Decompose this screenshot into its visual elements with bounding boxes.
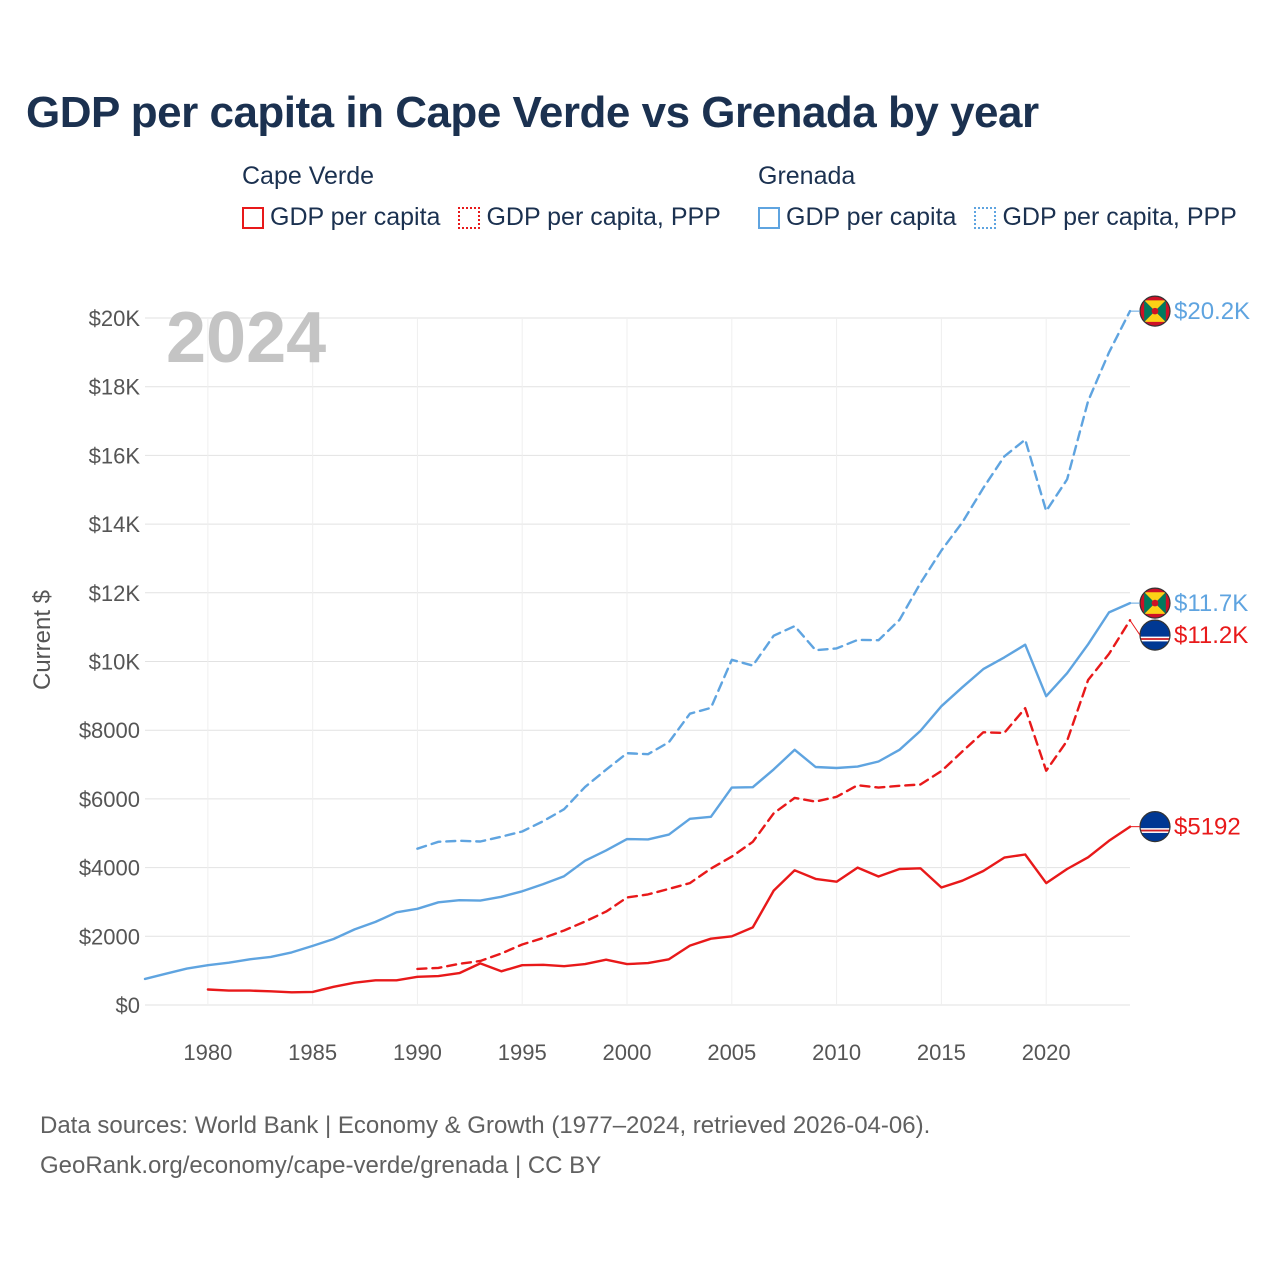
- x-tick-label: 1985: [288, 1040, 337, 1065]
- y-tick-label: $16K: [89, 443, 141, 468]
- y-tick-label: $6000: [79, 787, 140, 812]
- grid-lines: [145, 317, 1130, 1006]
- grenada-flag-icon: [1139, 295, 1171, 327]
- footer: Data sources: World Bank | Economy & Gro…: [40, 1106, 930, 1186]
- label-leader-line: [1129, 620, 1141, 636]
- end-value-label: $11.2K: [1174, 622, 1248, 649]
- legend-group-grenada: Grenada GDP per capita GDP per capita, P…: [758, 162, 1237, 232]
- end-value-label: $20.2K: [1174, 298, 1250, 325]
- y-tick-label: $2000: [79, 924, 140, 949]
- series-line-grenada-gdp-per-capita-ppp[interactable]: [416, 309, 1132, 850]
- legend-swatch-dotted: [974, 206, 997, 229]
- y-tick-label: $8000: [79, 718, 140, 743]
- x-tick-label: 1990: [393, 1040, 442, 1065]
- series-lines: [143, 309, 1132, 994]
- legend-item-grenada-gdp-ppp[interactable]: GDP per capita, PPP: [974, 203, 1237, 232]
- series-line-cape-verde-gdp-per-capita-ppp[interactable]: [416, 619, 1132, 971]
- y-tick-label: $14K: [89, 512, 141, 537]
- line-chart: 2024 $0$2000$4000$6000$8000$10K$12K$14K$…: [29, 295, 1250, 1065]
- legend-swatch-solid: [242, 206, 264, 229]
- chart-title: GDP per capita in Cape Verde vs Grenada …: [26, 88, 1039, 137]
- y-tick-label: $20K: [89, 306, 141, 331]
- legend-item-cape-verde-gdp-ppp[interactable]: GDP per capita, PPP: [458, 203, 721, 232]
- x-axis-ticks: 1980 1985 1990 1995 2000 2005 2010 2015 2020: [183, 1040, 1070, 1065]
- y-tick-label: $4000: [79, 856, 140, 881]
- legend-group-cape-verde: Cape Verde GDP per capita GDP per capita…: [242, 162, 721, 232]
- legend-label: GDP per capita: [270, 203, 441, 231]
- y-tick-label: $10K: [89, 650, 141, 675]
- y-tick-label: $12K: [89, 581, 141, 606]
- cape-verde-flag-icon: [1139, 619, 1171, 651]
- y-tick-label: $0: [116, 993, 140, 1018]
- x-tick-label: 2010: [812, 1040, 861, 1065]
- grenada-flag-icon: [1139, 587, 1171, 619]
- legend-swatch-dotted: [458, 206, 481, 229]
- x-tick-label: 2000: [603, 1040, 652, 1065]
- legend-label: GDP per capita: [786, 203, 957, 231]
- end-labels: $20.2K $11.7K $11.2K $5192: [1129, 295, 1250, 843]
- cape-verde-flag-icon: [1139, 811, 1171, 843]
- legend-group-name: Grenada: [758, 162, 856, 190]
- end-value-label: $11.7K: [1174, 590, 1248, 617]
- x-tick-label: 1995: [498, 1040, 547, 1065]
- legend-item-cape-verde-gdp[interactable]: GDP per capita: [242, 203, 440, 232]
- x-tick-label: 1980: [183, 1040, 232, 1065]
- y-axis-ticks: $0 $2000 $4000 $6000 $8000 $10K $12K $14K $16K $1…: [79, 306, 141, 1018]
- y-axis-label: Current $: [29, 590, 56, 690]
- legend-item-grenada-gdp[interactable]: GDP per capita: [758, 203, 956, 232]
- y-tick-label: $18K: [89, 375, 141, 400]
- legend-group-name: Cape Verde: [242, 162, 375, 190]
- year-watermark: 2024: [166, 298, 326, 378]
- series-line-grenada-gdp-per-capita[interactable]: [143, 601, 1132, 981]
- data-source-text: Data sources: World Bank | Economy & Gro…: [40, 1112, 931, 1139]
- legend-label: GDP per capita, PPP: [1002, 203, 1237, 231]
- legend-label: GDP per capita, PPP: [486, 203, 721, 231]
- legend-swatch-solid: [758, 206, 780, 229]
- x-tick-label: 2005: [707, 1040, 756, 1065]
- series-line-cape-verde-gdp-per-capita[interactable]: [206, 825, 1132, 994]
- source-link[interactable]: GeoRank.org/economy/cape-verde/grenada |…: [40, 1152, 602, 1179]
- end-value-label: $5192: [1174, 814, 1241, 841]
- x-tick-label: 2020: [1022, 1040, 1071, 1065]
- x-tick-label: 2015: [917, 1040, 966, 1065]
